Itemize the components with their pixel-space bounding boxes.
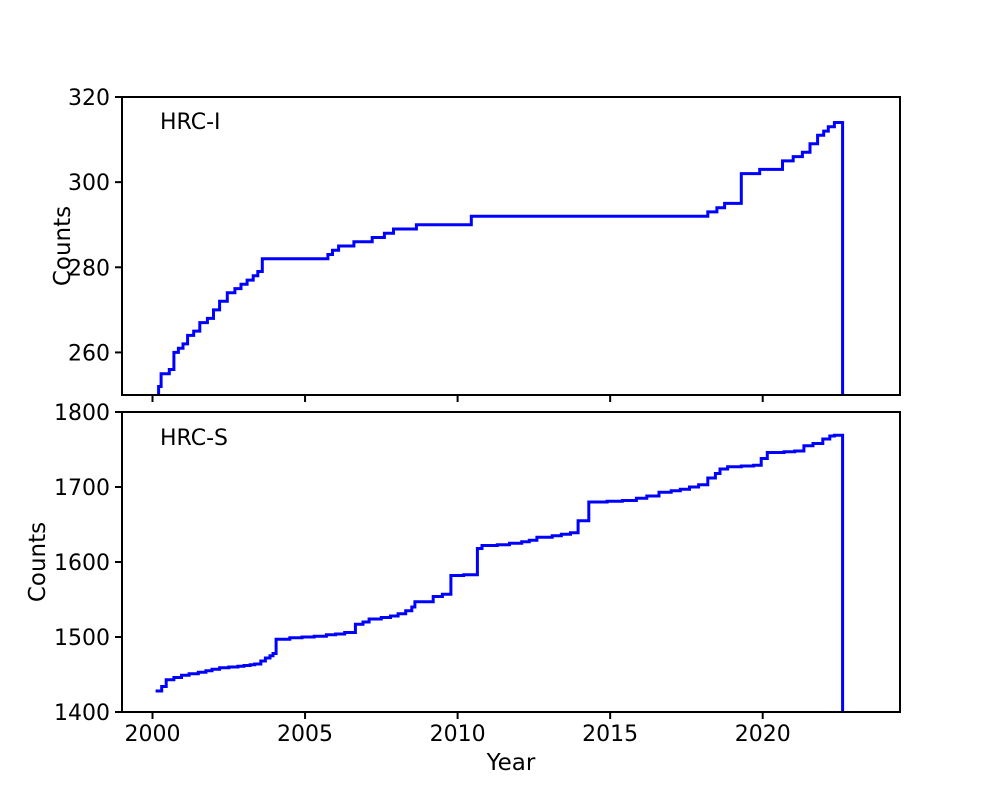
- y-tick-label: 1600: [54, 551, 110, 576]
- y-axis-label-top: Counts: [50, 206, 76, 286]
- y-axis-label-bottom: Counts: [25, 522, 51, 602]
- y-tick-label: 260: [68, 341, 110, 366]
- panel-hrc-s: 2000 2005 2010 2015 2020 1400 1500 1600 1700 1800: [54, 401, 901, 747]
- y-tick-label: 320: [68, 86, 110, 111]
- axes-frame: [121, 96, 901, 396]
- y-tick-label: 1400: [54, 701, 110, 726]
- data-line-hrc-i: [157, 121, 845, 395]
- x-tick-label: 2000: [125, 722, 181, 747]
- y-tick-label: 1700: [54, 476, 110, 501]
- panel-hrc-i: 260 280 300 320: [68, 86, 901, 402]
- x-tick-label: 2010: [430, 722, 486, 747]
- x-axis-label: Year: [486, 750, 536, 776]
- y-tick-label: 300: [68, 171, 110, 196]
- x-tick-label: 2005: [277, 722, 333, 747]
- panel-label-hrc-i: HRC-I: [160, 110, 221, 135]
- panel-label-hrc-s: HRC-S: [160, 426, 228, 451]
- x-tick-label: 2015: [582, 722, 638, 747]
- y-tick-label: 280: [68, 256, 110, 281]
- y-tick-label: 1500: [54, 626, 110, 651]
- x-tick-label: 2020: [735, 722, 791, 747]
- y-tick-label: 1800: [54, 401, 110, 426]
- data-line-hrc-s: [155, 433, 845, 712]
